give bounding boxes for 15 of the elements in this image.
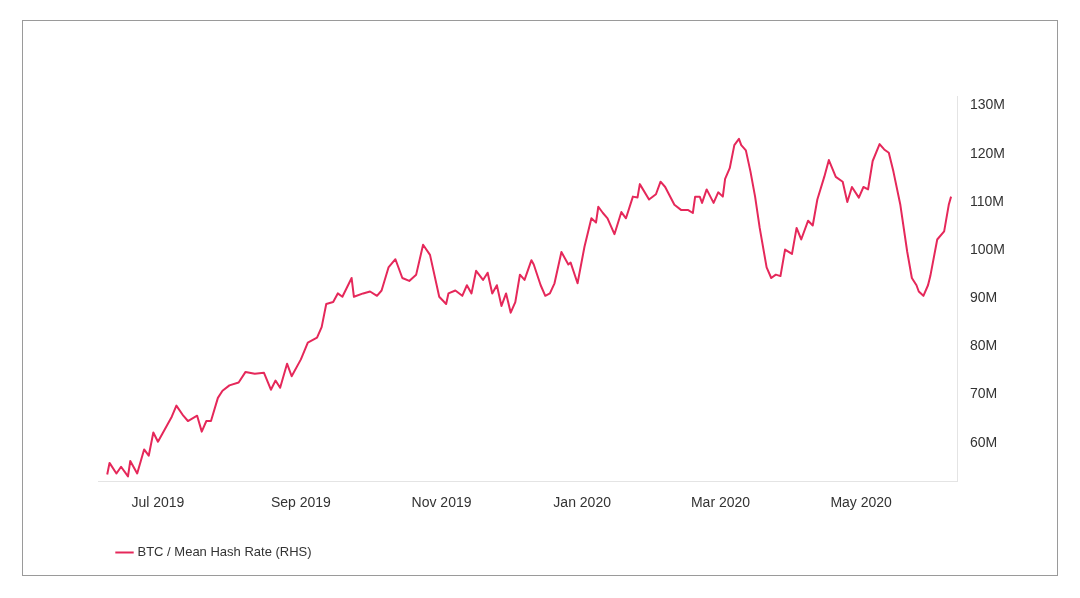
y-tick-label: 60M (969, 433, 998, 450)
x-tick-label: Jul 2019 (131, 494, 185, 511)
y-tick-label: 90M (969, 289, 998, 306)
y-tick-label: 70M (969, 385, 998, 402)
y-tick-label: 110M (969, 192, 1004, 209)
y-tick-label: 130M (969, 96, 1006, 113)
x-tick-label: Jan 2020 (553, 494, 612, 511)
x-tick-label: May 2020 (830, 494, 893, 511)
legend-label: BTC / Mean Hash Rate (RHS) (137, 544, 312, 560)
x-tick-label: Nov 2019 (411, 494, 472, 511)
y-tick-label: 80M (969, 337, 998, 354)
x-tick-label: Sep 2019 (270, 494, 332, 511)
y-tick-label: 120M (969, 144, 1006, 161)
y-tick-label: 100M (969, 240, 1006, 257)
x-tick-label: Mar 2020 (690, 494, 751, 511)
